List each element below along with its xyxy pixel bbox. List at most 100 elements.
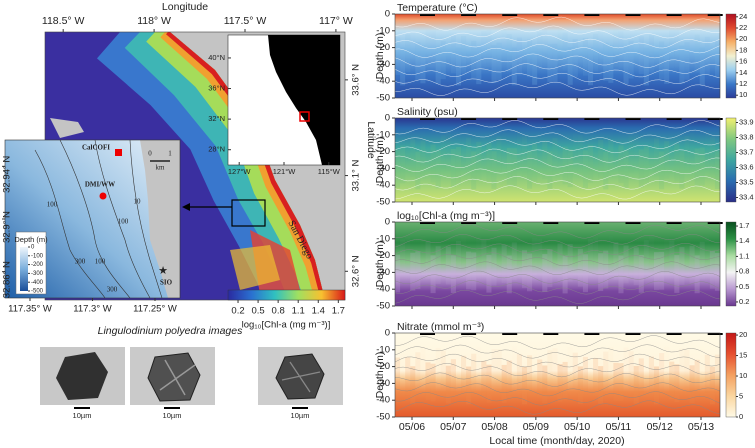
x-tick-label: 118° W [137,15,171,27]
heatmap-texture [511,47,517,86]
heatmap-texture [623,46,629,85]
contour [394,243,721,258]
colorbar-tick-label: 1.4 [739,236,749,245]
colorbar-tick-label: 0 [31,245,35,251]
heatmap-texture [699,47,705,86]
plot-frame [394,221,721,307]
heatmap-texture [684,135,690,174]
y-tick-label: -50 [376,197,390,208]
colorbar [725,332,737,418]
heatmap-texture [643,146,649,185]
heatmap-texture [430,30,436,69]
heatmap-texture [689,365,695,404]
heatmap-texture [593,33,599,72]
y-tick-label: -20 [376,146,390,157]
contour [394,25,721,40]
x-tick-label: 127°W [228,167,252,176]
contour [394,391,721,406]
colorbar [725,221,737,307]
colorbar-tick-label: 33.7 [739,147,754,156]
heatmap-texture [466,366,472,405]
heatmap-texture [587,144,594,183]
colorbar-tick-label: -500 [31,289,44,295]
site-marker [99,192,107,200]
axis-title: Longitude [162,1,208,13]
heatmap-texture [587,47,594,86]
contour [394,233,721,248]
axis-title: Depth (m) [374,241,386,288]
heatmap-texture [714,40,720,78]
x-tick-label: 117.25° W [133,304,177,315]
contour [394,353,721,368]
heatmap-texture [471,353,477,392]
heatmap-texture [445,365,451,404]
heatmap-texture [572,352,578,391]
heatmap-texture [664,347,669,385]
y-tick-label: 0 [385,113,390,124]
heatmap-texture [582,150,588,189]
heatmap-texture [669,361,675,400]
contour [94,139,151,299]
heatmap-texture [603,351,609,390]
x-tick-label: 05/11 [606,421,632,433]
heatmap-texture [582,254,588,293]
contour [394,166,721,182]
heatmap-texture [578,27,583,65]
colorbar-tick-label: 12 [739,79,747,88]
heatmap-texture [705,132,710,170]
heatmap-texture [628,351,634,390]
heatmap-texture [461,355,467,394]
y-tick-label: -30 [376,267,390,278]
colorbar-tick-label: 0.5 [739,282,749,291]
heatmap-texture [486,364,492,403]
colorbar-tick-label: 33.8 [739,132,754,141]
colorbar-tick-label: 33.9 [739,117,754,126]
heatmap-texture [522,27,527,65]
heatmap-texture [527,355,533,394]
heatmap-texture [506,360,512,399]
y-tick-label: -40 [376,76,390,87]
contour [394,372,721,387]
heatmap-texture [527,39,533,78]
heatmap-texture [395,357,401,396]
heatmap-texture [684,349,690,388]
heatmap-texture [618,31,624,69]
heatmap-texture [669,30,675,69]
heatmap-texture [653,252,660,290]
heatmap-texture [532,143,538,182]
axis-title: Local time (month/day, 2020) [489,435,624,447]
x-tick-label: 05/06 [399,421,425,433]
chl-colorbar [227,289,346,301]
heatmap-texture [547,44,553,82]
heatmap-texture [643,240,649,279]
heatmap-texture [395,37,401,75]
cell-detail [281,361,321,393]
heatmap-texture [705,236,710,274]
overview-site [299,111,310,122]
colorbar-tick-label: 18 [739,45,747,54]
heatmap-texture [410,139,416,177]
heatmap-texture [506,255,512,294]
heatmap-texture [440,135,446,174]
colorbar-tick-label: 14 [739,68,747,77]
chl-coastal [96,32,325,300]
contour-label: 300 [107,286,118,294]
heatmap-texture [577,366,583,405]
contour [394,224,721,239]
heatmap-texture [486,143,492,181]
heatmap-texture [577,248,583,287]
heatmap-texture [405,131,410,169]
y-tick-label: 40°N [208,53,225,62]
colorbar-tick-label: -300 [31,271,44,277]
heatmap-texture [430,144,436,183]
heatmap-texture [572,39,578,77]
heatmap-texture [537,238,543,277]
contour [394,289,721,304]
heatmap-texture [491,247,497,286]
colorbar-tick-label: -200 [31,262,44,268]
colorbar-tick-label: 1.7 [332,306,345,317]
heatmap-texture [644,346,649,384]
x-tick-label: 121°W [273,167,297,176]
y-tick-label: -20 [376,361,390,372]
colorbar-tick-label: 16 [739,57,747,66]
